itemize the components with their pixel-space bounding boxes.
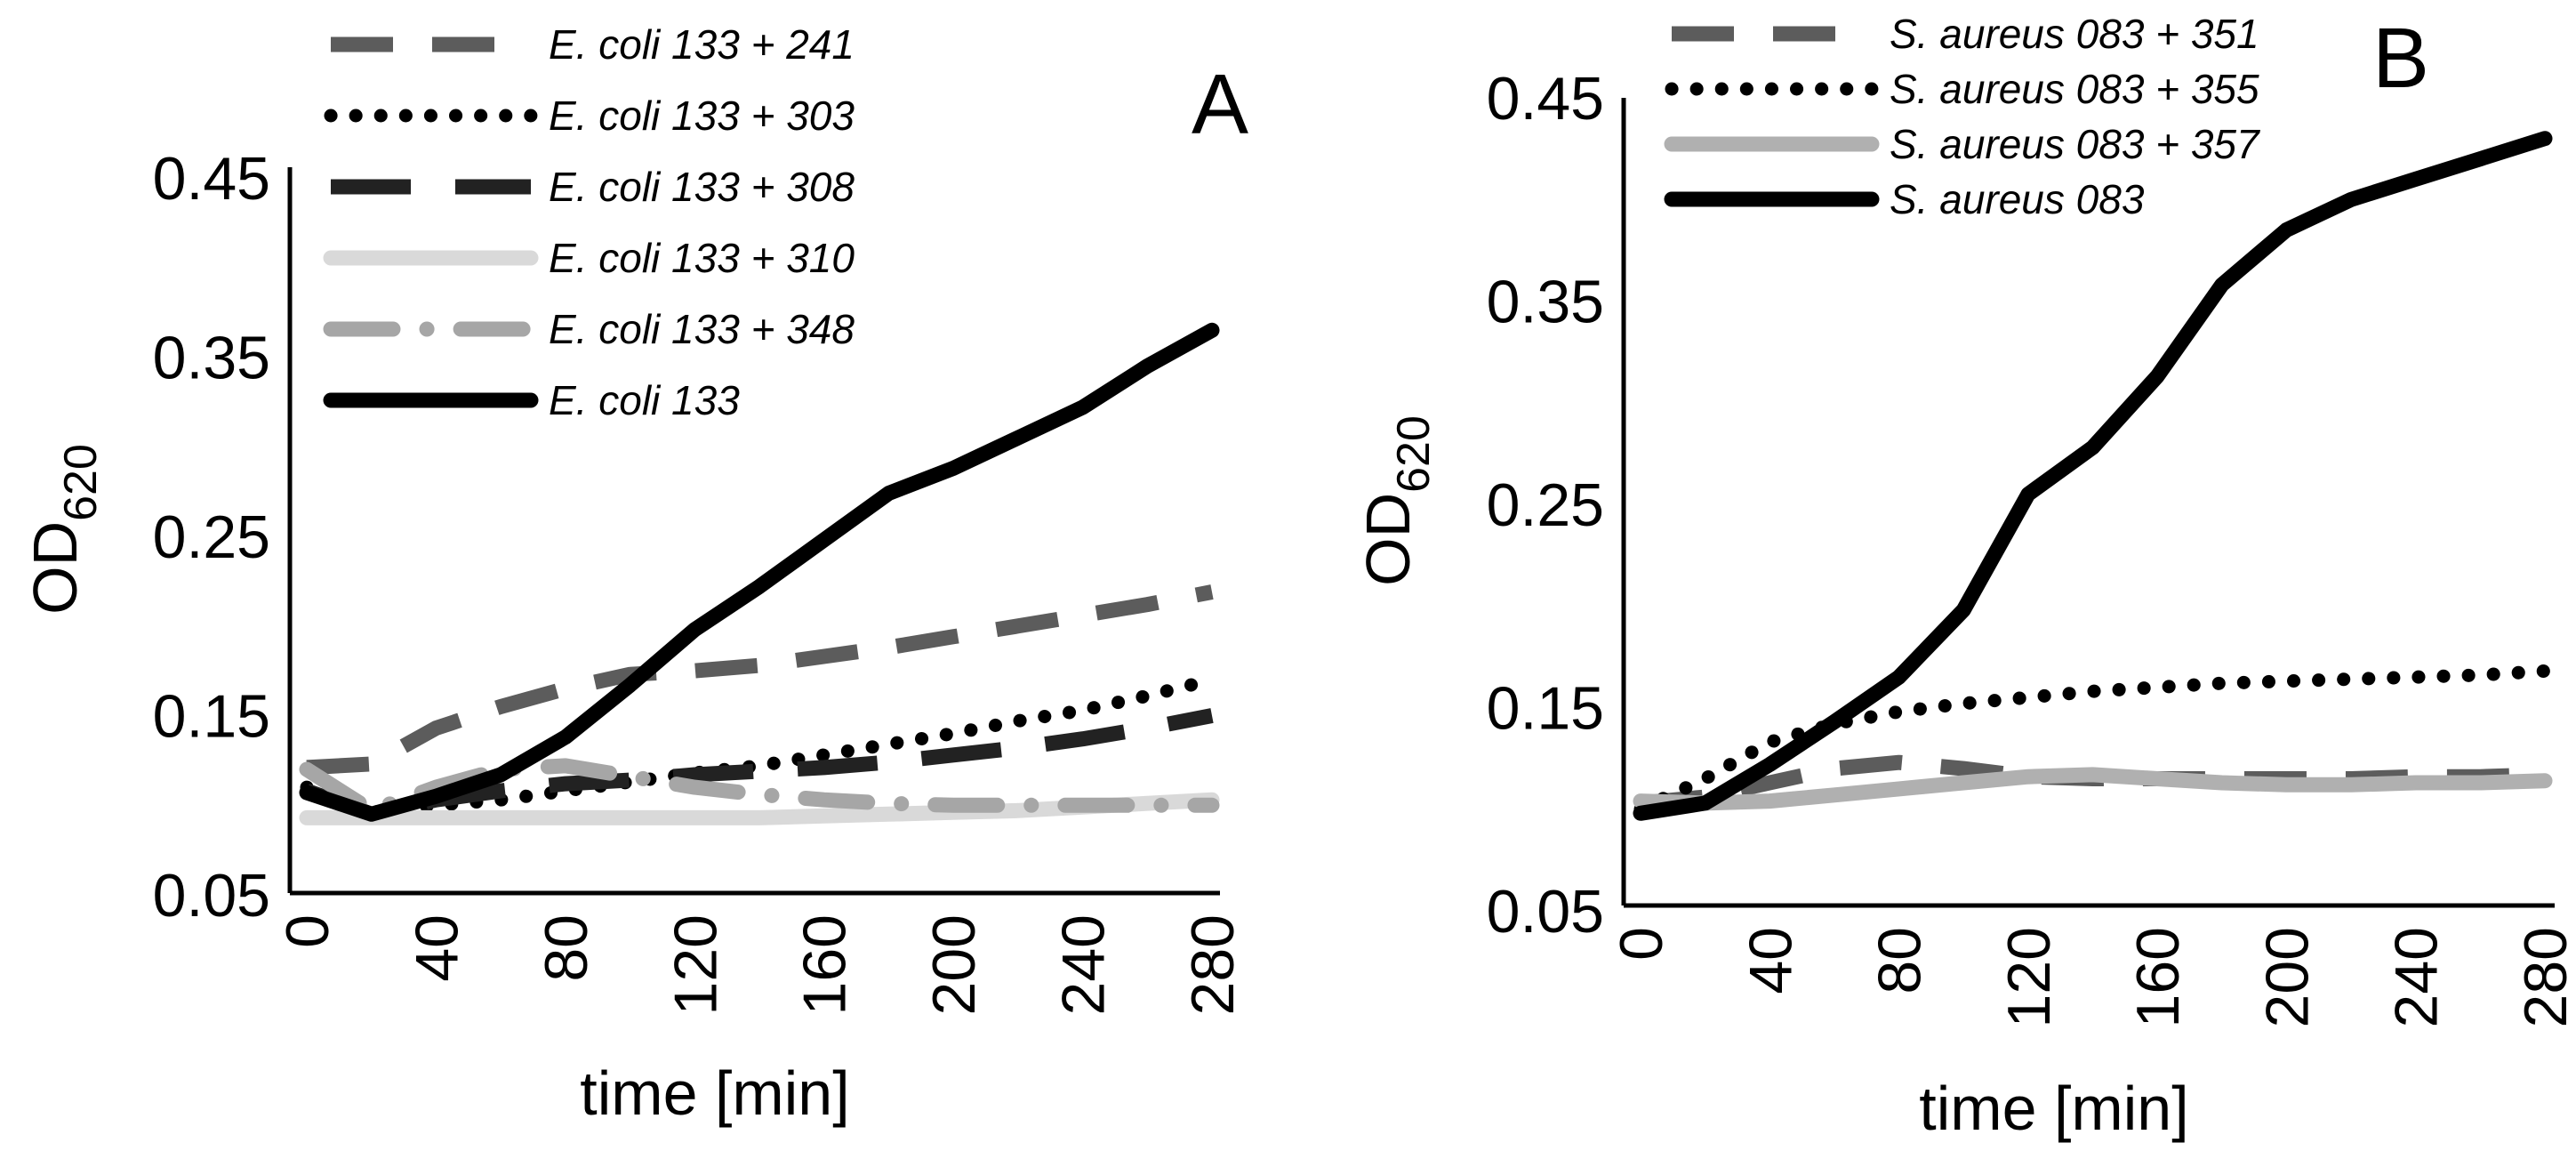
panel-b-x-tick-label: 280 [2512,927,2576,1027]
panel-b-y-tick-label: 0.45 [1487,65,1604,133]
panel-b-x-tick-label: 200 [2253,927,2321,1027]
panel-b-series-line-4 [1633,131,2553,821]
panel-a-series-line-6 [299,322,1220,822]
panel-a-x-tick-label: 160 [791,914,859,1015]
panel-a-legend-label-2: E. coli 133 + 303 [549,93,855,139]
panel-b-y-tick-label: 0.35 [1487,269,1604,336]
panel-b-y-tick-label: 0.15 [1487,675,1604,743]
panel-b-x-tick-label: 0 [1608,927,1675,961]
panel-b-legend-label-4: S. aureus 083 [1890,176,2145,222]
panel-a-y-ticks: 0.05 0.15 0.25 0.35 0.45 [153,145,270,930]
panel-b-y-tick-label: 0.05 [1487,878,1604,946]
panel-a-y-tick-label: 0.35 [153,325,270,392]
panel-a: 0.05 0.15 0.25 0.35 0.45 0 40 80 120 160 200 240 28… [20,21,1248,1128]
panel-a-x-tick-label: 0 [274,914,341,948]
panel-b-legend: S. aureus 083 + 351 S. aureus 083 + 355 S.… [1664,11,2260,222]
panel-a-letter: A [1192,57,1248,152]
panel-a-x-ticks: 0 40 80 120 160 200 240 280 [274,914,1247,1015]
panel-a-lines [299,322,1220,825]
panel-a-y-axis-title: OD620 [20,444,107,615]
panel-b-x-ticks: 0 40 80 120 160 200 240 280 [1608,927,2576,1027]
panel-b-x-tick-label: 160 [2124,927,2192,1027]
panel-b-letter: B [2372,11,2429,106]
panel-b-x-tick-label: 240 [2383,927,2451,1027]
panel-a-x-tick-label: 80 [533,914,600,982]
panel-b-series-line-3 [1633,767,2553,811]
panel-a-x-tick-label: 240 [1050,914,1118,1015]
panel-b-series-line-2 [1633,664,2552,817]
panel-a-legend: E. coli 133 + 241 E. coli 133 + 303 E. col… [323,21,855,423]
panel-a-y-tick-label: 0.25 [153,503,270,571]
panel-b-x-axis-title: time [min] [1919,1074,2188,1143]
panel-b-legend-label-3: S. aureus 083 + 357 [1890,121,2260,167]
panel-b: 0.05 0.15 0.25 0.35 0.45 0 40 80 120 160 200 240 28… [1353,11,2576,1143]
panel-a-y-tick-label: 0.15 [153,683,270,751]
panel-b-legend-label-2: S. aureus 083 + 355 [1890,66,2259,112]
panel-a-legend-label-5: E. coli 133 + 348 [549,306,855,352]
panel-a-legend-label-4: E. coli 133 + 310 [549,235,855,281]
panel-b-y-tick-label: 0.25 [1487,471,1604,539]
panel-a-x-tick-label: 40 [403,914,470,982]
panel-a-x-tick-label: 120 [662,914,729,1015]
panel-b-x-tick-label: 120 [1995,927,2063,1027]
panel-a-legend-label-3: E. coli 133 + 308 [549,164,855,210]
panel-a-x-axis-title: time [min] [580,1058,849,1128]
panel-a-x-tick-label: 200 [920,914,988,1015]
panel-a-x-tick-label: 280 [1179,914,1247,1015]
panel-a-y-tick-label: 0.45 [153,145,270,213]
panel-b-y-ticks: 0.05 0.15 0.25 0.35 0.45 [1487,65,1604,946]
panel-b-x-tick-label: 40 [1737,927,1804,994]
panel-b-lines [1633,131,2553,821]
panel-a-series-line-1 [306,584,1214,776]
panel-a-legend-label-1: E. coli 133 + 241 [549,21,855,68]
panel-a-legend-label-6: E. coli 133 [549,377,740,423]
panel-b-y-axis-title: OD620 [1353,415,1440,586]
panel-b-legend-label-1: S. aureus 083 + 351 [1890,11,2259,57]
panel-b-x-tick-label: 80 [1866,927,1934,994]
panel-a-y-tick-label: 0.05 [153,862,270,930]
